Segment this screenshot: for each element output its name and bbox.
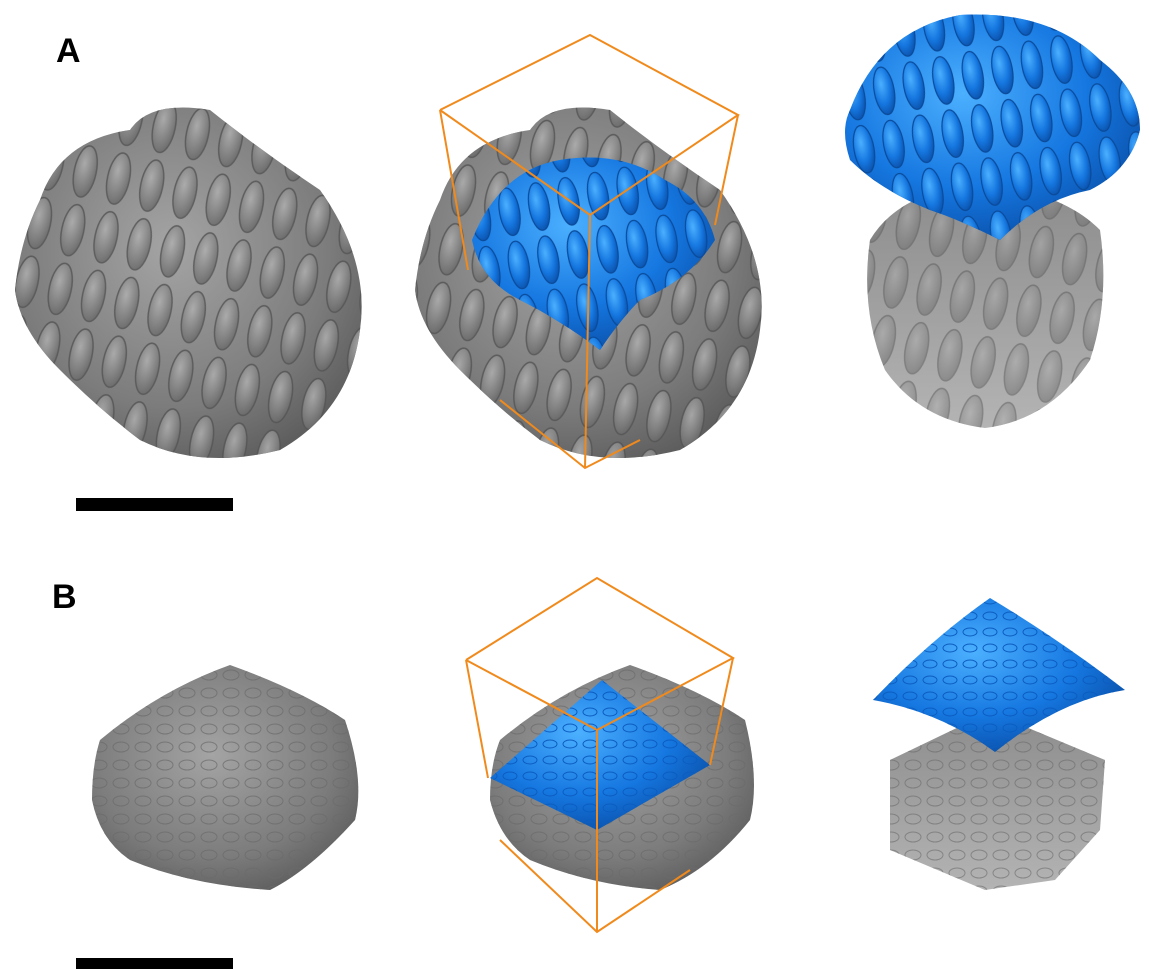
scale-bar [76, 498, 233, 511]
organoid-b2 [465, 576, 754, 934]
organoid-b1 [92, 665, 359, 890]
panel-label: B [52, 578, 77, 616]
scale-bar [76, 958, 233, 969]
organoid-b3 [873, 598, 1125, 890]
panel-label: A [56, 32, 81, 70]
organoid-a1 [15, 107, 362, 458]
organoid-a3 [845, 14, 1140, 428]
organoid-a2 [415, 33, 762, 470]
